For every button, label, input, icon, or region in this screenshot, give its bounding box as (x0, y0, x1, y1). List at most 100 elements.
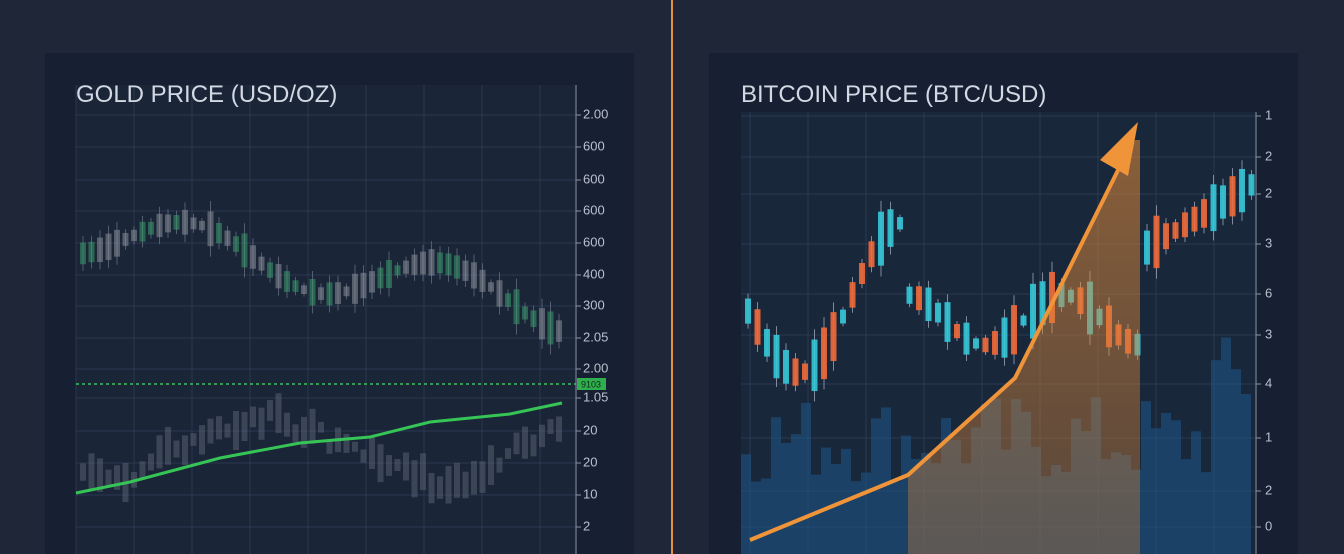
candle (792, 358, 799, 386)
candle (369, 271, 375, 293)
candle (773, 334, 780, 379)
candle (88, 453, 95, 490)
axis-label: 3 (1265, 235, 1272, 250)
candle (505, 293, 511, 307)
candle (258, 256, 265, 271)
candle (267, 400, 273, 421)
candle (454, 462, 460, 498)
candle (173, 440, 180, 458)
candle (802, 363, 808, 380)
candle (284, 271, 290, 292)
volume-bar (1181, 459, 1191, 554)
candle (250, 406, 256, 428)
volume-bar (1141, 401, 1151, 554)
candle (148, 221, 154, 235)
axis-label: 20 (583, 422, 597, 437)
candle (309, 408, 316, 444)
candle (292, 424, 299, 443)
candle (233, 410, 239, 451)
axis-label: 6 (1265, 285, 1272, 300)
candle (1030, 283, 1036, 339)
candle (369, 436, 375, 469)
volume-bar (1221, 337, 1231, 554)
axis-label: 600 (583, 171, 605, 186)
candle (1220, 185, 1226, 219)
candle (411, 460, 418, 498)
candle (547, 311, 554, 345)
volume-bar (1211, 360, 1221, 554)
axis-label: 600 (583, 202, 605, 217)
candle (479, 269, 486, 292)
candle (318, 287, 324, 300)
candle (165, 214, 171, 233)
candle (811, 339, 818, 392)
candle (241, 233, 248, 268)
candle (1049, 271, 1055, 324)
volume-bar (861, 472, 871, 554)
candle (925, 287, 932, 322)
candle (224, 230, 231, 246)
candle (428, 472, 435, 504)
candle (411, 254, 418, 275)
volume-bar (1201, 472, 1211, 554)
volume-bar (741, 454, 751, 554)
candle (539, 424, 545, 448)
candle (386, 455, 392, 476)
gold-axis-labels: 2.00 600 600 600 600 400 300 2.05 2.00 1.05 20 20 10… (576, 106, 608, 533)
volume-bar (821, 447, 831, 554)
candle (849, 282, 856, 308)
candle (840, 309, 846, 324)
candle (165, 426, 171, 465)
candle (445, 466, 452, 504)
candle (233, 236, 239, 252)
candle (343, 434, 350, 453)
candle (105, 469, 112, 487)
candle (352, 441, 358, 452)
candle (488, 282, 494, 292)
axis-label: 2 (1265, 482, 1272, 497)
candle (1020, 315, 1027, 326)
candle (114, 229, 120, 257)
candle (352, 273, 358, 304)
axis-label: 0 (1265, 518, 1272, 533)
candle (1144, 230, 1150, 265)
axis-label: 10 (583, 486, 597, 501)
candle (326, 439, 333, 454)
volume-bar (1231, 369, 1241, 554)
candle (241, 411, 248, 442)
candle (1182, 212, 1188, 238)
trend-arrow (1100, 122, 1138, 176)
candle (1011, 305, 1017, 355)
candle (420, 453, 426, 491)
candle (428, 249, 435, 276)
axis-label: 1 (1265, 429, 1272, 444)
candle (522, 426, 528, 459)
volume-bar (1191, 431, 1201, 554)
candle (377, 444, 384, 483)
candle (122, 232, 129, 246)
candle (513, 432, 520, 455)
volume-bar (851, 481, 861, 554)
candle (335, 282, 341, 305)
candle (471, 262, 477, 289)
candle (437, 476, 443, 499)
candle (530, 310, 537, 328)
volume-bar (801, 402, 811, 554)
candle (216, 416, 222, 440)
candle (292, 280, 299, 292)
candle (556, 416, 562, 442)
candle (471, 461, 477, 495)
candle (394, 458, 401, 471)
candle (745, 298, 751, 324)
candle (284, 412, 290, 437)
candle (114, 465, 120, 490)
candle (377, 267, 384, 289)
candle (386, 259, 392, 289)
axis-label: 1 (1265, 107, 1272, 122)
candle (1172, 222, 1179, 239)
candle (343, 286, 350, 297)
gold-grid (75, 85, 576, 554)
bitcoin-title: BITCOIN PRICE (BTC/USD) (741, 81, 1046, 108)
candle (267, 262, 273, 278)
